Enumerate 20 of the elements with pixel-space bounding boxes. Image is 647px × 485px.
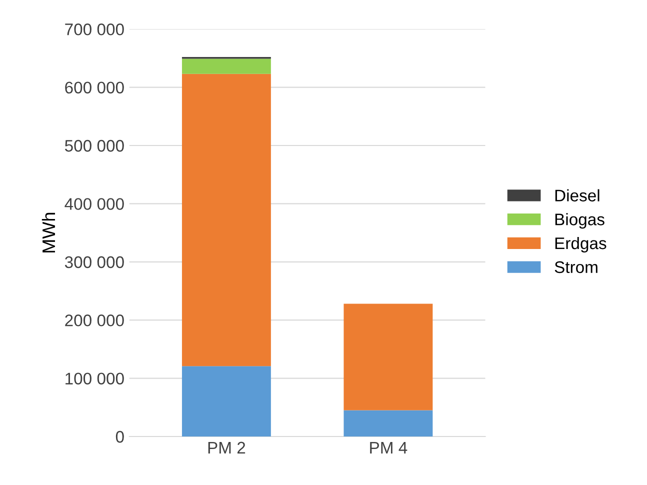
bar (182, 366, 271, 436)
y-tick-label: 200 000 (65, 314, 124, 326)
y-tick-label: 700 000 (65, 24, 124, 36)
legend-label: Biogas (555, 213, 604, 229)
bar (344, 410, 433, 436)
x-tick-label: PM 4 (370, 442, 408, 454)
legend-label: Strom (554, 261, 598, 274)
y-tick-label: 600 000 (65, 82, 124, 94)
y-tick-label: 500 000 (64, 140, 124, 152)
x-tick-label: PM 2 (208, 442, 246, 454)
y-tick-label: 100 000 (66, 372, 124, 385)
y-tick-label: 0 (116, 430, 124, 443)
y-axis-title: MWh (42, 212, 55, 252)
bar (182, 74, 271, 366)
bar (344, 304, 433, 410)
y-tick-label: 300 000 (64, 256, 124, 268)
bar (182, 58, 271, 74)
legend-label: Erdgas (555, 236, 606, 253)
legend-label: Diesel (555, 189, 600, 202)
y-tick-label: 400 000 (64, 198, 124, 210)
